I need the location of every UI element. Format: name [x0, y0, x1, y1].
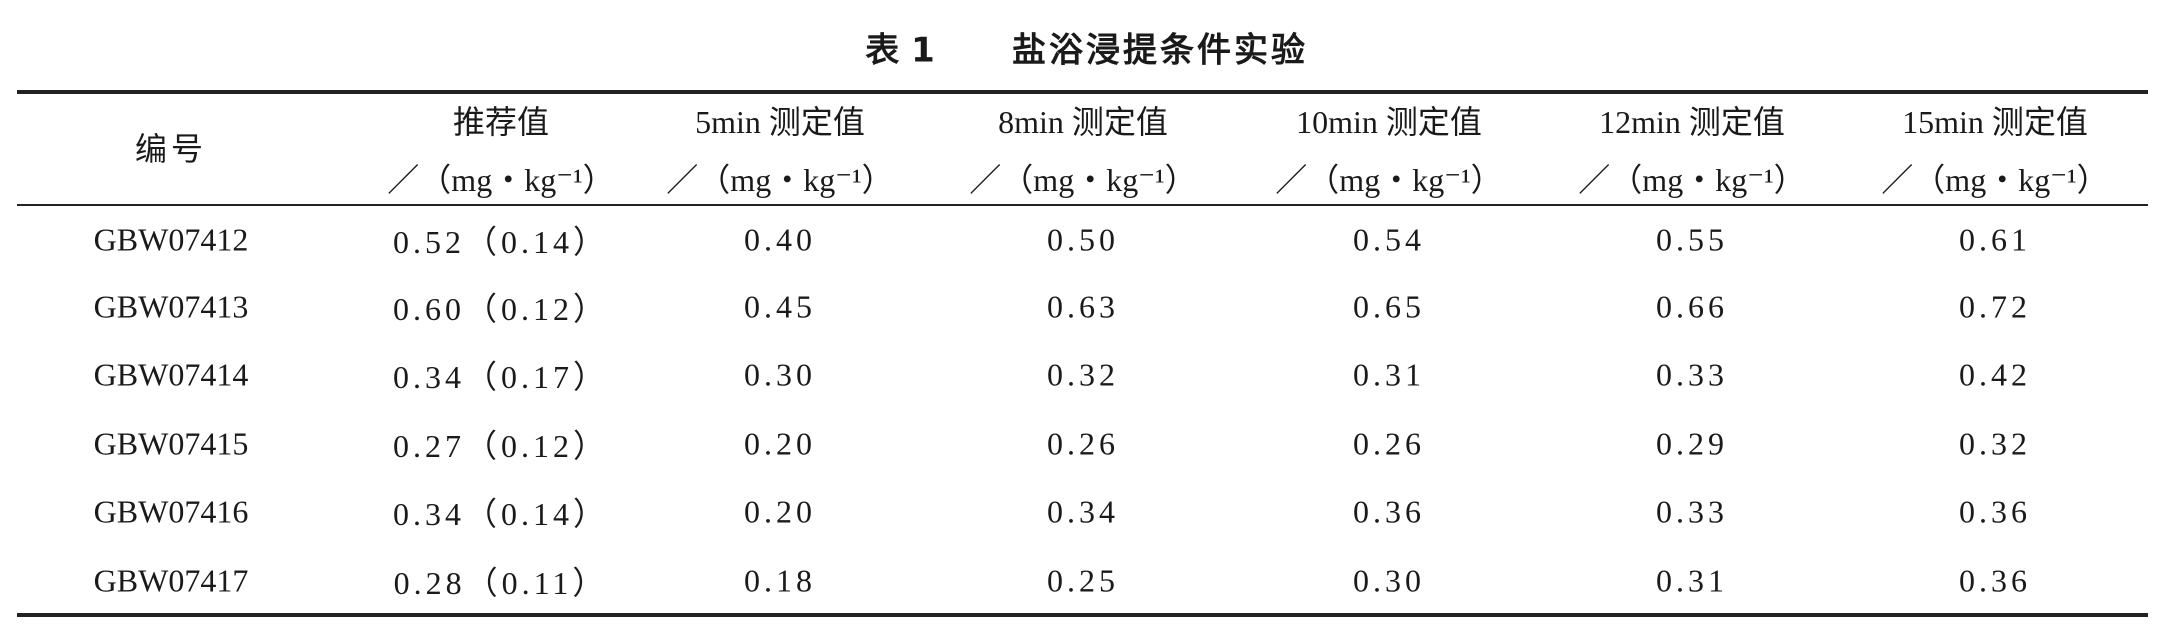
- cell: 0.30: [1353, 562, 1425, 599]
- cell: 0.45: [744, 288, 816, 325]
- header-label: 10min 测定值: [1296, 104, 1482, 140]
- cell: 0.31: [1656, 562, 1728, 599]
- cell: 0.55: [1656, 221, 1728, 258]
- cell: 0.33: [1656, 493, 1728, 530]
- header-label: 15min 测定值: [1902, 104, 2088, 140]
- header-unit: ／（mg・kg⁻¹）: [666, 162, 894, 198]
- cell: 0.18: [744, 562, 816, 599]
- cell: 0.20: [744, 493, 816, 530]
- row-id: GBW07414: [93, 356, 249, 393]
- header-label: 8min 测定值: [998, 104, 1168, 140]
- header-label: 推荐值: [452, 104, 550, 140]
- header-label: 5min 测定值: [695, 104, 865, 140]
- header-unit: ／（mg・kg⁻¹）: [1578, 162, 1806, 198]
- caption-number: 表 1: [865, 30, 935, 71]
- cell: 0.29: [1656, 425, 1728, 462]
- caption: 盐浴浸提条件实验: [1012, 30, 1308, 71]
- cell: 0.52（0.14）: [392, 224, 610, 260]
- row-id: GBW07416: [93, 493, 249, 530]
- row-id: GBW07417: [93, 562, 249, 599]
- row-id: GBW07415: [93, 425, 249, 462]
- cell: 0.32: [1047, 356, 1119, 393]
- header-label: 编号: [134, 131, 208, 167]
- cell: 0.20: [744, 425, 816, 462]
- cell: 0.40: [744, 221, 816, 258]
- cell: 0.72: [1959, 288, 2031, 325]
- cell: 0.32: [1959, 425, 2031, 462]
- cell: 0.42: [1959, 356, 2031, 393]
- cell: 0.26: [1047, 425, 1119, 462]
- cell: 0.34: [1047, 493, 1119, 530]
- cell: 0.34（0.14）: [392, 496, 610, 532]
- cell: 0.25: [1047, 562, 1119, 599]
- header-rule: [17, 204, 2148, 206]
- row-id: GBW07413: [93, 288, 249, 325]
- cell: 0.50: [1047, 221, 1119, 258]
- row-id: GBW07412: [93, 221, 249, 258]
- cell: 0.34（0.17）: [392, 359, 610, 395]
- header-label: 12min 测定值: [1599, 104, 1785, 140]
- cell: 0.61: [1959, 221, 2031, 258]
- cell: 0.63: [1047, 288, 1119, 325]
- cell: 0.65: [1353, 288, 1425, 325]
- bottom-rule: [17, 613, 2148, 617]
- header-unit: ／（mg・kg⁻¹）: [387, 162, 615, 198]
- cell: 0.36: [1959, 562, 2031, 599]
- cell: 0.36: [1353, 493, 1425, 530]
- cell: 0.54: [1353, 221, 1425, 258]
- cell: 0.28（0.11）: [393, 565, 609, 601]
- cell: 0.30: [744, 356, 816, 393]
- cell: 0.36: [1959, 493, 2031, 530]
- cell: 0.31: [1353, 356, 1425, 393]
- header-unit: ／（mg・kg⁻¹）: [1275, 162, 1503, 198]
- top-rule: [17, 90, 2148, 94]
- header-unit: ／（mg・kg⁻¹）: [1881, 162, 2109, 198]
- cell: 0.60（0.12）: [392, 291, 610, 327]
- cell: 0.66: [1656, 288, 1728, 325]
- cell: 0.33: [1656, 356, 1728, 393]
- header-unit: ／（mg・kg⁻¹）: [969, 162, 1197, 198]
- cell: 0.26: [1353, 425, 1425, 462]
- cell: 0.27（0.12）: [392, 428, 610, 464]
